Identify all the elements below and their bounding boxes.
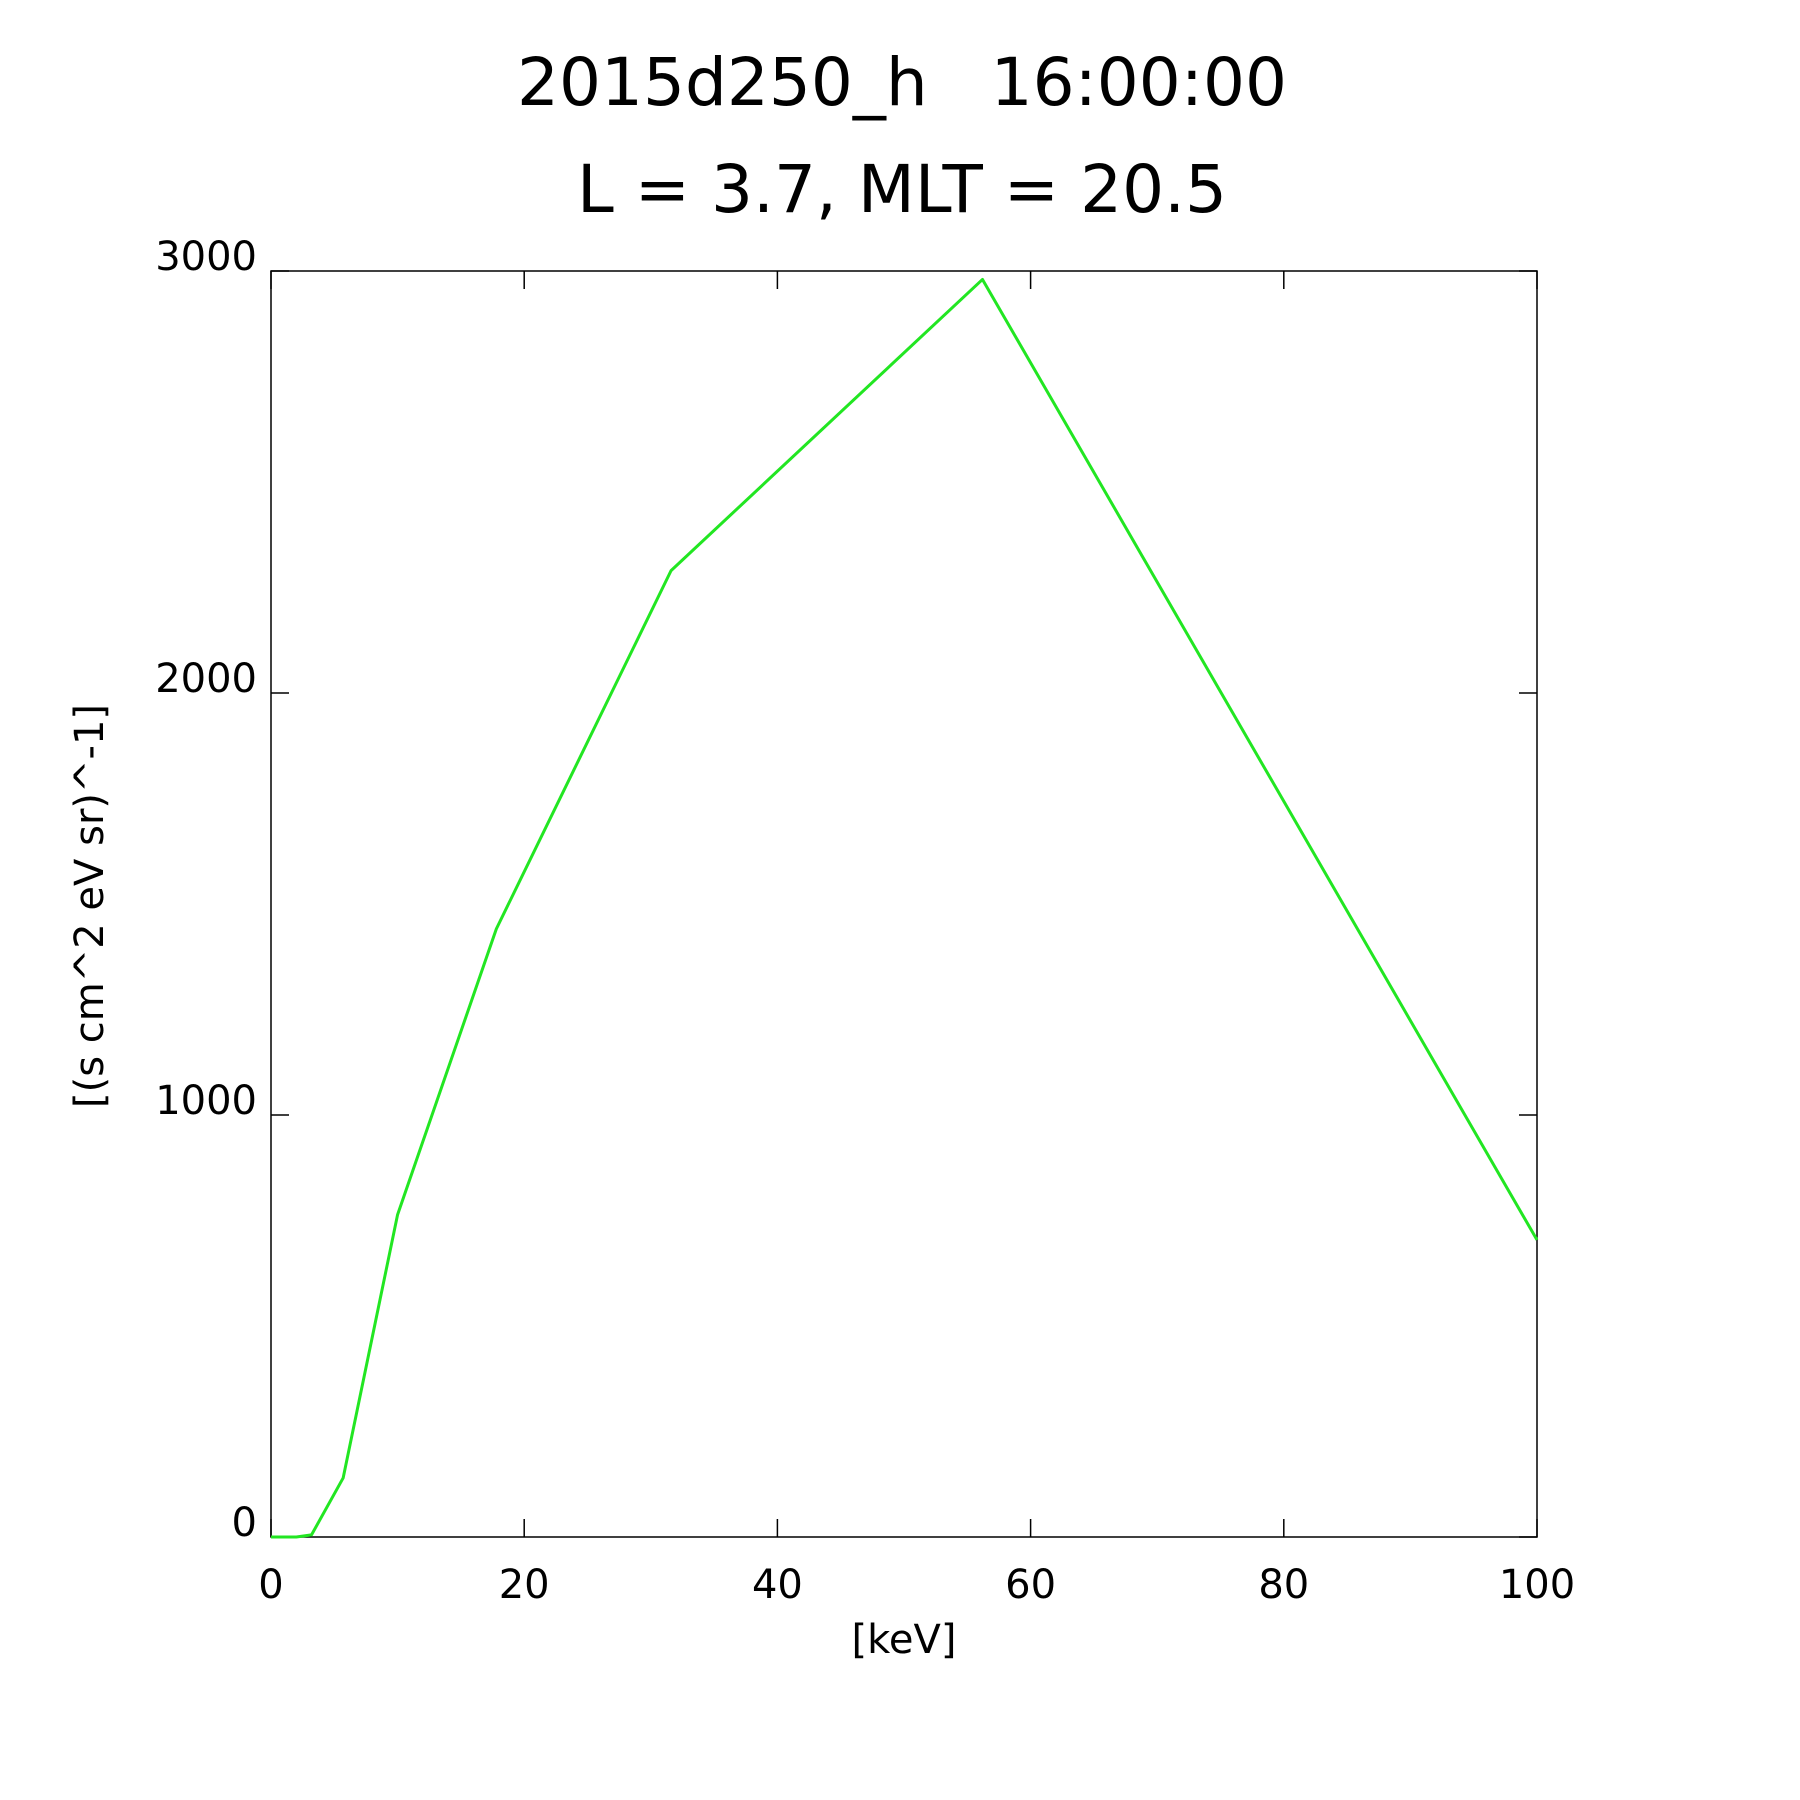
x-tick-label: 60	[1005, 1562, 1056, 1608]
x-tick-label: 0	[258, 1562, 283, 1608]
x-tick-label: 20	[499, 1562, 550, 1608]
y-tick-label: 0	[232, 1500, 257, 1546]
y-tick-label: 2000	[155, 656, 257, 702]
y-axis-label: [(s cm^2 eV sr)^-1]	[67, 704, 113, 1108]
chart-subtitle: L = 3.7, MLT = 20.5	[577, 151, 1227, 228]
x-tick-label: 100	[1499, 1562, 1575, 1608]
x-axis-label: [keV]	[852, 1617, 957, 1663]
plot-frame	[270, 270, 1538, 1538]
chart-title: 2015d250_h 16:00:00	[517, 44, 1287, 121]
y-tick-label: 1000	[155, 1078, 257, 1124]
x-tick-label: 80	[1258, 1562, 1309, 1608]
x-tick-label: 40	[752, 1562, 803, 1608]
y-tick-label: 3000	[155, 234, 257, 280]
data-line	[271, 277, 1539, 1539]
